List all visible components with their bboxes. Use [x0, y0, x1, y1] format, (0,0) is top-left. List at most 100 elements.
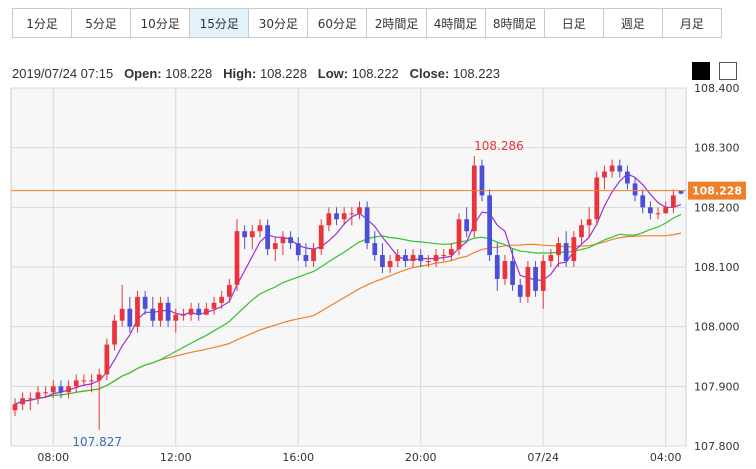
candle-body — [341, 213, 347, 220]
candle-body — [364, 207, 370, 244]
low-marker-label: 107.827 — [72, 435, 122, 449]
candle-body — [226, 284, 232, 297]
candle-body — [395, 255, 401, 262]
candle-body — [418, 255, 424, 262]
candle-body — [135, 296, 140, 327]
dark-theme-button[interactable] — [692, 62, 710, 80]
y-tick-label: 107.800 — [694, 440, 740, 453]
candle-body — [632, 183, 638, 196]
tab-3[interactable]: 15分足 — [190, 9, 250, 37]
candle-body — [579, 225, 584, 238]
candle-body — [663, 207, 669, 214]
candle-body — [58, 386, 64, 393]
y-tick-label: 108.300 — [694, 142, 740, 155]
candle-body — [426, 261, 431, 263]
candle-body — [104, 344, 110, 375]
timeframe-tabs: 1分足 5分足 10分足 15分足 30分足 60分足 2時間足 4時間足 8時間足 日足 週足 月足 — [12, 8, 722, 38]
candle-body — [242, 231, 248, 238]
candle-body — [380, 255, 385, 267]
candle-body — [372, 243, 378, 256]
tab-6[interactable]: 2時間足 — [367, 9, 427, 37]
candle-body — [494, 255, 500, 279]
candle-body — [295, 243, 301, 256]
candle-body — [586, 219, 592, 226]
candle-body — [334, 213, 339, 220]
tab-9[interactable]: 日足 — [544, 9, 604, 37]
x-tick-label: 04:00 — [650, 451, 682, 464]
candle-body — [410, 255, 416, 262]
tab-11[interactable]: 月足 — [662, 9, 721, 37]
candle-body — [119, 308, 125, 321]
y-tick-label: 108.400 — [694, 82, 740, 95]
candle-body — [456, 219, 462, 250]
candle-body — [73, 380, 79, 387]
tab-5[interactable]: 60分足 — [308, 9, 368, 37]
x-tick-label: 12:00 — [160, 451, 192, 464]
candle-body — [655, 213, 661, 215]
candle-body — [433, 255, 439, 262]
candle-body — [318, 225, 324, 250]
candle-body — [563, 243, 569, 262]
candle-body — [181, 314, 186, 316]
y-tick-label: 108.100 — [694, 261, 740, 274]
candle-body — [43, 392, 48, 394]
candle-body — [448, 249, 454, 256]
open-label: Open: — [124, 66, 162, 81]
ma-mid-line — [14, 213, 682, 405]
candle-body — [66, 386, 71, 393]
tab-7[interactable]: 4時間足 — [426, 9, 486, 37]
candle-body — [403, 255, 408, 262]
candle-body — [211, 302, 217, 309]
candle-body — [594, 177, 600, 220]
y-tick-label: 108.200 — [694, 201, 740, 214]
candle-body — [173, 314, 179, 321]
open-value: 108.228 — [165, 66, 213, 81]
low-label: Low: — [317, 66, 349, 81]
light-theme-button[interactable] — [719, 62, 737, 80]
candle-body — [678, 190, 684, 194]
candle-body — [609, 165, 615, 172]
candle-body — [640, 195, 646, 208]
low-value: 108.222 — [351, 66, 399, 81]
candle-body — [387, 261, 393, 267]
tab-10[interactable]: 週足 — [603, 9, 663, 37]
high-value: 108.228 — [259, 66, 307, 81]
close-label: Close: — [409, 66, 450, 81]
y-tick-label: 107.900 — [694, 380, 740, 393]
candle-body — [288, 237, 293, 244]
candle-body — [349, 213, 355, 215]
candle-body — [648, 207, 653, 214]
ma-short-line — [14, 173, 682, 405]
candle-body — [20, 398, 26, 405]
candle-body — [204, 308, 209, 315]
tab-4[interactable]: 30分足 — [249, 9, 309, 37]
ohlc-readout: 2019/07/24 07:15 Open: 108.228 High: 108… — [12, 66, 500, 81]
candle-body — [625, 171, 630, 184]
candle-body — [487, 195, 492, 256]
candle-body — [50, 386, 56, 393]
high-label: High: — [223, 66, 257, 81]
candle-body — [311, 249, 316, 262]
x-tick-label: 08:00 — [37, 451, 69, 464]
tab-1[interactable]: 5分足 — [72, 9, 132, 37]
candle-body — [670, 195, 676, 208]
candle-body — [525, 267, 531, 297]
candle-body — [272, 243, 278, 250]
candle-body — [357, 207, 362, 214]
candle-body — [150, 308, 156, 321]
candle-body — [165, 302, 171, 321]
candle-body — [471, 165, 477, 232]
tab-0[interactable]: 1分足 — [13, 9, 73, 37]
candle-body — [441, 255, 447, 257]
candle-body — [142, 296, 148, 309]
tab-8[interactable]: 8時間足 — [485, 9, 545, 37]
tab-2[interactable]: 10分足 — [131, 9, 191, 37]
ohlc-datetime: 2019/07/24 07:15 — [12, 66, 114, 81]
candle-body — [479, 165, 485, 196]
candle-body — [502, 261, 508, 279]
candle-body — [602, 171, 607, 178]
current-price-tag — [688, 181, 746, 200]
candle-body — [89, 380, 94, 382]
candle-body — [533, 267, 538, 291]
